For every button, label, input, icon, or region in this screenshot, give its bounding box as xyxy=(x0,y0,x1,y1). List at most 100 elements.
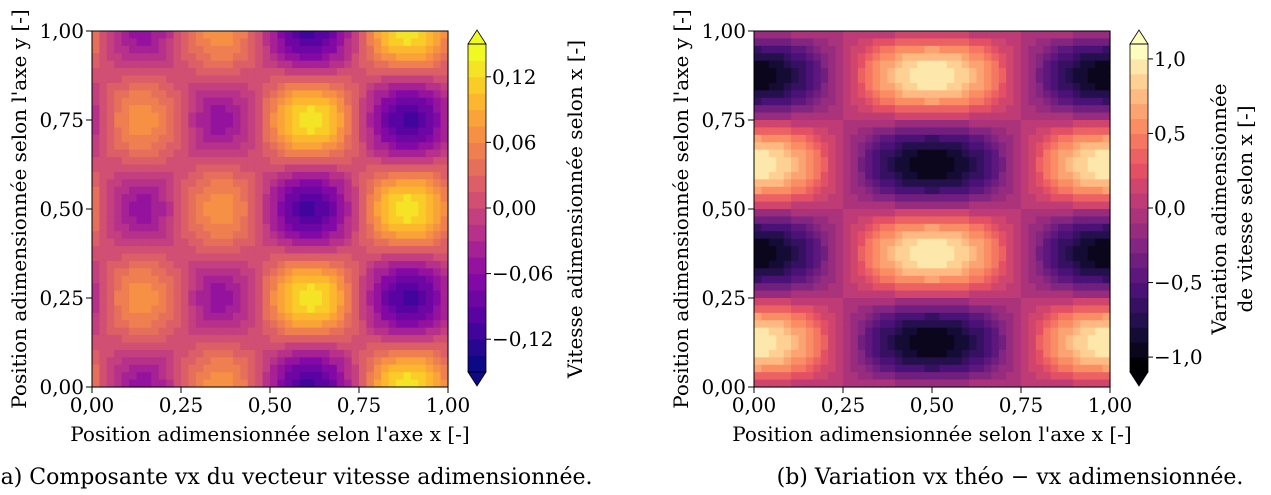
heatmap-cell xyxy=(946,283,955,292)
heatmap-cell xyxy=(909,45,918,54)
heatmap-cell xyxy=(188,97,197,106)
heatmap-cell xyxy=(1087,164,1096,173)
heatmap-cell xyxy=(983,342,992,351)
heatmap-cell xyxy=(1072,349,1081,358)
heatmap-cell xyxy=(894,171,903,180)
heatmap-cell xyxy=(121,105,130,114)
heatmap-cell xyxy=(366,120,375,129)
heatmap-cell xyxy=(961,231,970,240)
heatmap-cell xyxy=(373,186,382,195)
heatmap-cell xyxy=(299,157,308,166)
heatmap-cell xyxy=(425,38,434,47)
heatmap-cell xyxy=(983,275,992,284)
heatmap-cell xyxy=(880,223,889,232)
heatmap-cell xyxy=(1080,238,1089,247)
heatmap-cell xyxy=(1095,164,1104,173)
heatmap-cell xyxy=(850,342,859,351)
heatmap-cell xyxy=(247,179,256,188)
colorbar-level xyxy=(1130,252,1148,269)
heatmap-cell xyxy=(299,179,308,188)
heatmap-cell xyxy=(299,364,308,373)
heatmap-cell xyxy=(240,171,249,180)
heatmap-cell xyxy=(820,312,829,321)
heatmap-cell xyxy=(1087,342,1096,351)
heatmap-cell xyxy=(798,90,807,99)
heatmap-cell xyxy=(768,298,777,307)
heatmap-cell xyxy=(425,209,434,218)
heatmap-cell xyxy=(410,305,419,314)
heatmap-cell xyxy=(195,216,204,225)
heatmap-cell xyxy=(181,149,190,158)
heatmap-cell xyxy=(307,164,316,173)
heatmap-cell xyxy=(440,379,449,388)
heatmap-cell xyxy=(143,142,152,151)
heatmap-cell xyxy=(321,283,330,292)
heatmap-cell xyxy=(292,120,301,129)
heatmap-cell xyxy=(181,90,190,99)
heatmap-cell xyxy=(247,75,256,84)
heatmap-cell xyxy=(396,201,405,210)
heatmap-cell xyxy=(961,120,970,129)
heatmap-cell xyxy=(946,164,955,173)
heatmap-cell xyxy=(1035,349,1044,358)
heatmap-cell xyxy=(828,82,837,91)
heatmap-cell xyxy=(880,260,889,269)
heatmap-cell xyxy=(939,283,948,292)
heatmap-cell xyxy=(240,82,249,91)
heatmap-cell xyxy=(151,238,160,247)
heatmap-cell xyxy=(173,320,182,329)
heatmap-cell xyxy=(776,312,785,321)
heatmap-cell xyxy=(761,105,770,114)
heatmap-cell xyxy=(783,372,792,381)
heatmap-cell xyxy=(776,149,785,158)
heatmap-cell xyxy=(850,349,859,358)
heatmap-cell xyxy=(1065,246,1074,255)
heatmap-cell xyxy=(292,112,301,121)
heatmap-cell xyxy=(1058,372,1067,381)
heatmap-cell xyxy=(425,231,434,240)
y-tick-label: 0,00 xyxy=(39,375,84,399)
heatmap-cell xyxy=(820,45,829,54)
heatmap-cell xyxy=(158,142,167,151)
heatmap-cell xyxy=(284,201,293,210)
heatmap-cell xyxy=(336,268,345,277)
heatmap-cell xyxy=(396,68,405,77)
heatmap-cell xyxy=(166,305,175,314)
heatmap-cell xyxy=(1095,238,1104,247)
heatmap-cell xyxy=(1006,364,1015,373)
heatmap-cell xyxy=(232,53,241,62)
heatmap-cell xyxy=(998,31,1007,40)
heatmap-cell xyxy=(932,120,941,129)
heatmap-cell xyxy=(776,45,785,54)
heatmap-cell xyxy=(768,238,777,247)
heatmap-cell xyxy=(917,342,926,351)
heatmap-cell xyxy=(321,75,330,84)
heatmap-cell xyxy=(1087,372,1096,381)
heatmap-cell xyxy=(946,201,955,210)
heatmap-cell xyxy=(857,327,866,336)
heatmap-cell xyxy=(410,298,419,307)
heatmap-cell xyxy=(396,231,405,240)
heatmap-cell xyxy=(284,349,293,358)
heatmap-cell xyxy=(410,31,419,40)
heatmap-cell xyxy=(232,186,241,195)
heatmap-cell xyxy=(872,298,881,307)
heatmap-cell xyxy=(181,97,190,106)
colorbar-tick-label: −1,0 xyxy=(1154,345,1203,369)
heatmap-cell xyxy=(887,209,896,218)
heatmap-cell xyxy=(92,149,101,158)
heatmap-cell xyxy=(798,379,807,388)
heatmap-cell xyxy=(909,90,918,99)
heatmap-cell xyxy=(359,53,368,62)
heatmap-cell xyxy=(880,312,889,321)
heatmap-cell xyxy=(410,194,419,203)
heatmap-cell xyxy=(284,379,293,388)
heatmap-cell xyxy=(813,157,822,166)
heatmap-cell xyxy=(828,335,837,344)
heatmap-cell xyxy=(181,238,190,247)
heatmap-cell xyxy=(1095,268,1104,277)
heatmap-cell xyxy=(366,275,375,284)
heatmap-cell xyxy=(270,112,279,121)
heatmap-cell xyxy=(783,209,792,218)
heatmap-cell xyxy=(843,349,852,358)
